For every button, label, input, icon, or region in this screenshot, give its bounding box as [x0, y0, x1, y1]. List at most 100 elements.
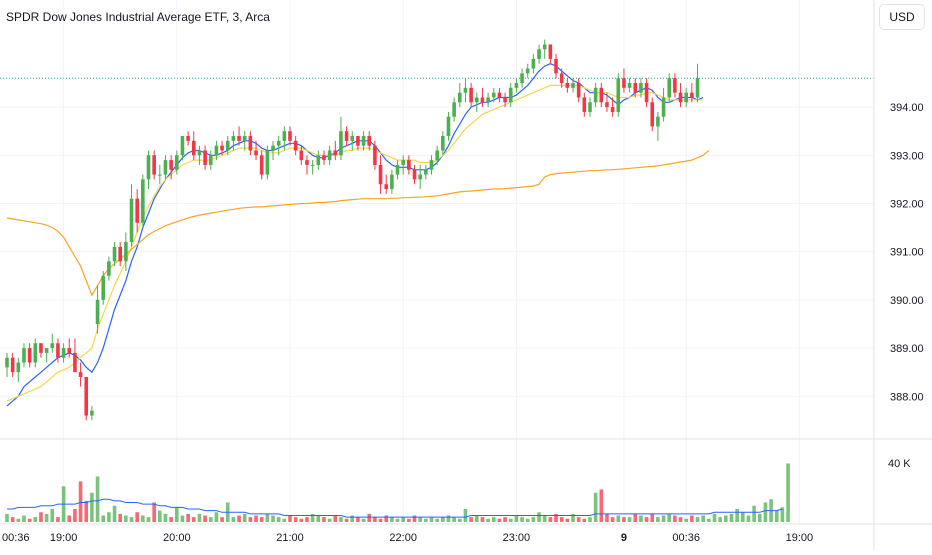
- candle-body: [67, 348, 72, 353]
- volume-bar: [571, 513, 575, 522]
- candle-up: [463, 78, 468, 103]
- candle-down: [220, 140, 224, 156]
- candle-body: [95, 299, 100, 324]
- candle-down: [344, 126, 349, 146]
- volume-bar: [605, 513, 609, 522]
- candle-body: [593, 87, 598, 103]
- volume-bar: [124, 515, 128, 522]
- volume-bar: [741, 512, 745, 522]
- volume-bar: [5, 513, 9, 522]
- volume-bar: [231, 517, 236, 522]
- volume-bar: [186, 513, 190, 522]
- candle-body: [441, 136, 445, 151]
- volume-bar: [259, 517, 264, 522]
- volume-bar: [248, 517, 253, 522]
- candle-down: [39, 343, 43, 358]
- volume-bar: [588, 517, 592, 522]
- candle-up: [327, 145, 332, 165]
- candle-down: [678, 83, 683, 108]
- candle-body: [407, 160, 411, 170]
- candle-body: [10, 357, 15, 373]
- candle-up: [486, 92, 490, 108]
- volume-bar: [441, 517, 445, 522]
- volume-bar: [565, 518, 570, 522]
- candle-down: [690, 83, 694, 103]
- candle-up: [208, 150, 213, 170]
- currency-button[interactable]: USD: [879, 4, 925, 30]
- candle-down: [333, 140, 338, 161]
- candle-body: [141, 179, 145, 223]
- candle-down: [10, 352, 15, 377]
- candle-body: [656, 116, 660, 127]
- volume-bar: [650, 513, 655, 522]
- volume-bar: [463, 509, 468, 522]
- candle-up: [424, 164, 428, 180]
- volume-bar: [610, 517, 615, 522]
- volume-bar: [537, 512, 541, 522]
- volume-bar: [616, 515, 621, 522]
- candle-up: [316, 150, 321, 170]
- volume-bar: [712, 513, 717, 522]
- candle-body: [203, 150, 207, 165]
- candle-body: [61, 348, 66, 358]
- candle-up: [50, 333, 55, 353]
- candle-body: [50, 343, 55, 349]
- volume-bar: [339, 517, 343, 522]
- candle-up: [339, 116, 343, 161]
- candle-up: [474, 92, 479, 112]
- candle-body: [288, 131, 292, 141]
- volume-bar: [141, 515, 145, 522]
- candle-body: [135, 198, 139, 223]
- candle-body: [333, 150, 338, 156]
- candle-down: [480, 87, 485, 108]
- candle-body: [101, 275, 106, 300]
- candle-body: [265, 150, 270, 175]
- chart-title: SPDR Dow Jones Industrial Average ETF, 3…: [6, 10, 270, 24]
- volume-bar: [497, 518, 502, 522]
- volume-bar: [554, 513, 558, 522]
- candle-body: [548, 44, 553, 59]
- volume-bar: [129, 517, 134, 522]
- ma_fast-line: [6, 63, 704, 407]
- volume-bar: [146, 517, 151, 522]
- volume-bar: [214, 512, 219, 522]
- candle-body: [435, 150, 439, 161]
- candle-up: [33, 338, 38, 368]
- candle-up: [361, 131, 366, 151]
- candle-body: [225, 140, 230, 151]
- price-tick-label: 390.00: [890, 295, 924, 307]
- candle-down: [237, 126, 241, 146]
- candle-up: [588, 97, 592, 117]
- volume-bar: [491, 517, 496, 522]
- candle-body: [690, 92, 694, 98]
- candle-up: [310, 160, 315, 175]
- candle-body: [107, 261, 111, 276]
- candle-body: [214, 145, 219, 156]
- volume-bar: [407, 518, 411, 522]
- volume-bar: [299, 518, 304, 522]
- volume-bar: [757, 513, 762, 522]
- candle-up: [197, 145, 202, 165]
- volume-bar: [344, 518, 349, 522]
- candle-body: [158, 174, 162, 176]
- volume-bar: [254, 515, 258, 522]
- candle-down: [673, 73, 677, 98]
- candle-body: [616, 78, 621, 112]
- candle-body: [474, 97, 479, 103]
- candle-body: [310, 164, 315, 166]
- candle-body: [56, 343, 60, 358]
- candle-body: [384, 184, 389, 190]
- candle-body: [33, 343, 38, 363]
- volume-bar: [163, 513, 168, 522]
- candle-body: [27, 348, 32, 363]
- volume-bar: [44, 513, 49, 522]
- candle-down: [152, 150, 156, 180]
- candle-body: [208, 155, 213, 165]
- volume-bar: [678, 517, 683, 522]
- volume-bar: [763, 502, 768, 522]
- volume-bar: [661, 515, 666, 522]
- candle-up: [22, 343, 26, 368]
- volume-bar: [458, 518, 462, 522]
- candle-body: [497, 92, 502, 98]
